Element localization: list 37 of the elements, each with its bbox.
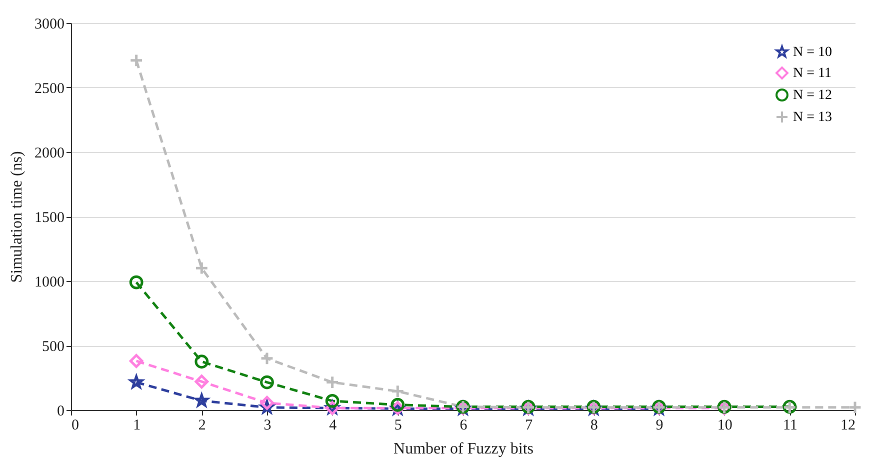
y-axis-title: Simulation time (ns) [8,151,26,283]
legend-label: N = 11 [793,66,832,81]
x-tick-label: 5 [394,418,402,434]
point [129,53,144,68]
point [194,374,209,389]
x-tick-label: 8 [590,418,598,434]
y-tick-label: 500 [42,339,64,355]
point [194,354,209,369]
point [260,375,274,390]
y-tick-label: 1500 [34,210,64,226]
x-axis-title: Number of Fuzzy bits [394,440,534,458]
x-tick-label: 6 [460,418,468,434]
y-tick-label: 2000 [34,146,64,162]
y-tick-label: 0 [57,404,64,420]
x-tick-label: 9 [656,418,664,434]
x-tick-label: 12 [840,418,856,434]
x-tick-label: 10 [717,418,732,434]
point [260,351,274,366]
point [129,354,144,368]
y-tick-label: 2500 [34,81,64,97]
x-tick-label: 1 [133,418,141,434]
point [194,261,209,276]
legend-label: N = 12 [793,88,832,103]
x-tick-label: 0 [72,418,79,434]
x-tick-label: 11 [782,418,798,434]
legend-label: N = 10 [793,45,832,60]
legend-label: N = 13 [793,110,832,125]
x-tick-label: 2 [198,418,206,434]
point [390,384,405,398]
point [325,375,340,390]
x-tick-label: 7 [525,418,534,434]
x-tick-label: 4 [329,418,338,434]
y-tick-label: 3000 [34,16,64,32]
y-tick-label: 1000 [34,274,64,290]
x-tick-label: 3 [264,418,272,434]
point [129,275,144,290]
point [848,400,862,414]
